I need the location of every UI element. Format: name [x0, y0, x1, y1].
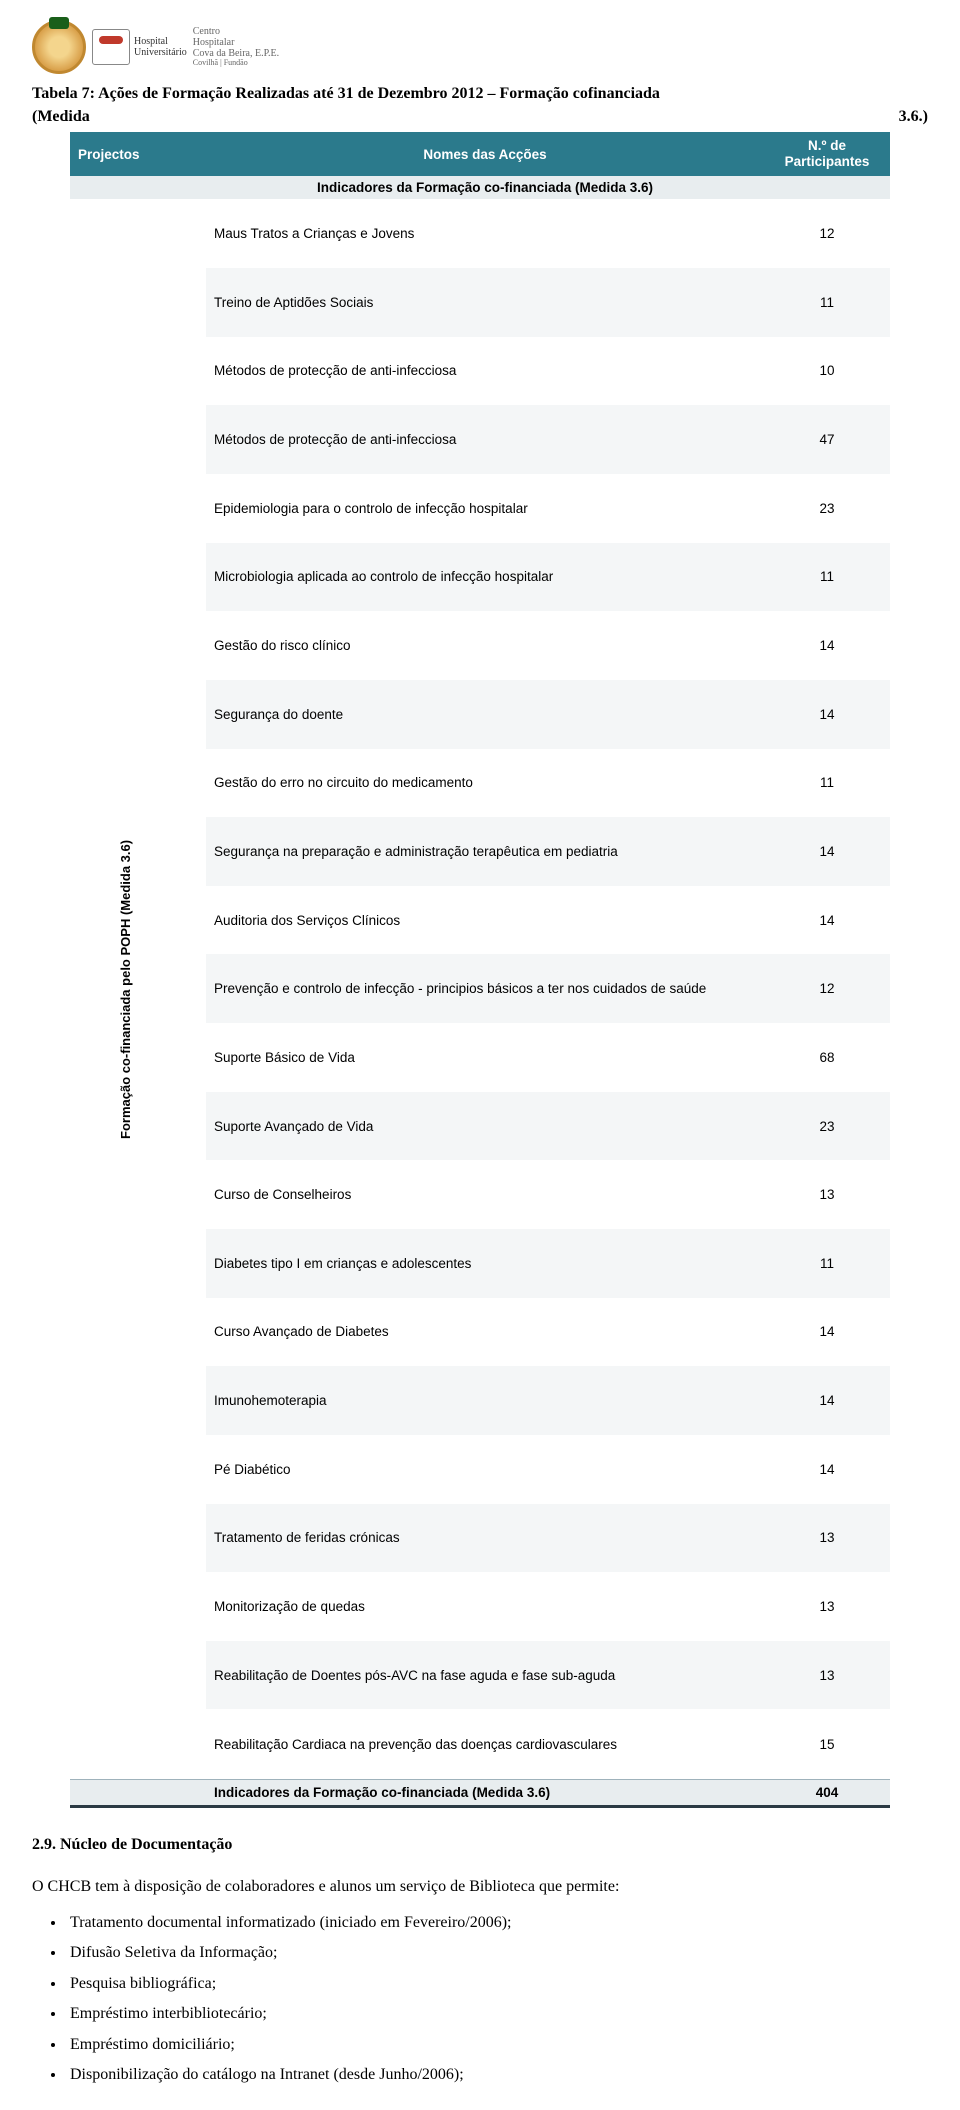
- row-name: Segurança do doente: [206, 680, 764, 749]
- hospital-logo: Hospital Universitário: [92, 29, 187, 65]
- total-empty: [70, 1780, 206, 1807]
- row-name: Curso Avançado de Diabetes: [206, 1298, 764, 1367]
- col-participantes: N.º de Participantes: [764, 132, 890, 176]
- rotated-project-label: Formação co-financiada pelo POPH (Medida…: [70, 199, 206, 1780]
- sub-empty: [764, 176, 890, 199]
- col-projectos: Projectos: [70, 132, 206, 176]
- table-header-row: Projectos Nomes das Acções N.º de Partic…: [70, 132, 890, 176]
- col-nomes: Nomes das Acções: [206, 132, 764, 176]
- row-value: 47: [764, 405, 890, 474]
- table-row: Formação co-financiada pelo POPH (Medida…: [70, 199, 890, 268]
- row-name: Pé Diabético: [206, 1435, 764, 1504]
- table-caption-line2: (Medida 3.6.): [32, 108, 928, 126]
- row-value: 11: [764, 268, 890, 337]
- row-value: 12: [764, 954, 890, 1023]
- row-value: 11: [764, 749, 890, 818]
- chcb-line: Covilhã | Fundão: [193, 59, 279, 68]
- row-value: 13: [764, 1504, 890, 1573]
- rotated-label-text: Formação co-financiada pelo POPH (Medida…: [78, 202, 173, 1776]
- row-name: Maus Tratos a Crianças e Jovens: [206, 199, 764, 268]
- row-value: 14: [764, 1435, 890, 1504]
- row-name: Tratamento de feridas crónicas: [206, 1504, 764, 1573]
- header-logos: Hospital Universitário Centro Hospitalar…: [32, 20, 928, 74]
- hospital-label-text: Hospital: [134, 36, 187, 47]
- row-value: 14: [764, 611, 890, 680]
- section-heading: 2.9. Núcleo de Documentação: [32, 1836, 928, 1854]
- row-value: 68: [764, 1023, 890, 1092]
- row-value: 15: [764, 1709, 890, 1779]
- row-name: Gestão do risco clínico: [206, 611, 764, 680]
- row-name: Gestão do erro no circuito do medicament…: [206, 749, 764, 818]
- row-value: 14: [764, 817, 890, 886]
- row-value: 11: [764, 543, 890, 612]
- row-name: Epidemiologia para o controlo de infecçã…: [206, 474, 764, 543]
- row-name: Reabilitação Cardiaca na prevenção das d…: [206, 1709, 764, 1779]
- row-name: Métodos de protecção de anti-infecciosa: [206, 405, 764, 474]
- row-value: 23: [764, 1092, 890, 1161]
- hospital-sub-text: Universitário: [134, 47, 187, 58]
- row-value: 14: [764, 886, 890, 955]
- row-name: Diabetes tipo I em crianças e adolescent…: [206, 1229, 764, 1298]
- table-total-row: Indicadores da Formação co-financiada (M…: [70, 1780, 890, 1807]
- bullet-item: Pesquisa bibliográfica;: [66, 1969, 928, 1999]
- row-name: Segurança na preparação e administração …: [206, 817, 764, 886]
- row-name: Monitorização de quedas: [206, 1572, 764, 1641]
- table-caption-line1: Tabela 7: Ações de Formação Realizadas a…: [32, 82, 928, 106]
- row-value: 14: [764, 680, 890, 749]
- row-value: 13: [764, 1641, 890, 1710]
- caption-right: 3.6.): [899, 108, 928, 126]
- row-value: 10: [764, 337, 890, 406]
- sub-empty: [70, 176, 206, 199]
- table-body: Indicadores da Formação co-financiada (M…: [70, 176, 890, 1807]
- row-name: Suporte Avançado de Vida: [206, 1092, 764, 1161]
- row-name: Imunohemoterapia: [206, 1366, 764, 1435]
- table-wrap: Projectos Nomes das Acções N.º de Partic…: [70, 132, 890, 1808]
- hospital-icon: [92, 29, 130, 65]
- row-name: Reabilitação de Doentes pós-AVC na fase …: [206, 1641, 764, 1710]
- caption-left: (Medida: [32, 108, 90, 126]
- row-name: Auditoria dos Serviços Clínicos: [206, 886, 764, 955]
- chcb-logo-text: Centro Hospitalar Cova da Beira, E.P.E. …: [193, 26, 279, 68]
- bullet-item: Tratamento documental informatizado (ini…: [66, 1908, 928, 1938]
- bullet-item: Disponibilização do catálogo na Intranet…: [66, 2060, 928, 2090]
- row-value: 14: [764, 1366, 890, 1435]
- training-table: Projectos Nomes das Acções N.º de Partic…: [70, 132, 890, 1808]
- sub-label: Indicadores da Formação co-financiada (M…: [206, 176, 764, 199]
- row-value: 14: [764, 1298, 890, 1367]
- table-subheader-row: Indicadores da Formação co-financiada (M…: [70, 176, 890, 199]
- bullet-list: Tratamento documental informatizado (ini…: [66, 1908, 928, 2090]
- row-name: Curso de Conselheiros: [206, 1160, 764, 1229]
- row-value: 13: [764, 1572, 890, 1641]
- row-value: 12: [764, 199, 890, 268]
- row-value: 23: [764, 474, 890, 543]
- total-value: 404: [764, 1780, 890, 1807]
- chcb-line: Centro: [193, 26, 279, 37]
- bullet-item: Empréstimo domiciliário;: [66, 2030, 928, 2060]
- row-value: 11: [764, 1229, 890, 1298]
- bullet-item: Empréstimo interbibliotecário;: [66, 1999, 928, 2029]
- row-name: Métodos de protecção de anti-infecciosa: [206, 337, 764, 406]
- total-label: Indicadores da Formação co-financiada (M…: [206, 1780, 764, 1807]
- row-name: Treino de Aptidões Sociais: [206, 268, 764, 337]
- row-value: 13: [764, 1160, 890, 1229]
- row-name: Microbiologia aplicada ao controlo de in…: [206, 543, 764, 612]
- hospital-label: Hospital Universitário: [134, 36, 187, 58]
- row-name: Suporte Básico de Vida: [206, 1023, 764, 1092]
- bullet-item: Difusão Seletiva da Informação;: [66, 1938, 928, 1968]
- row-name: Prevenção e controlo de infecção - princ…: [206, 954, 764, 1023]
- medal-icon: [32, 20, 86, 74]
- section-paragraph: O CHCB tem à disposição de colaboradores…: [32, 1874, 928, 1900]
- chcb-line: Hospitalar: [193, 37, 279, 48]
